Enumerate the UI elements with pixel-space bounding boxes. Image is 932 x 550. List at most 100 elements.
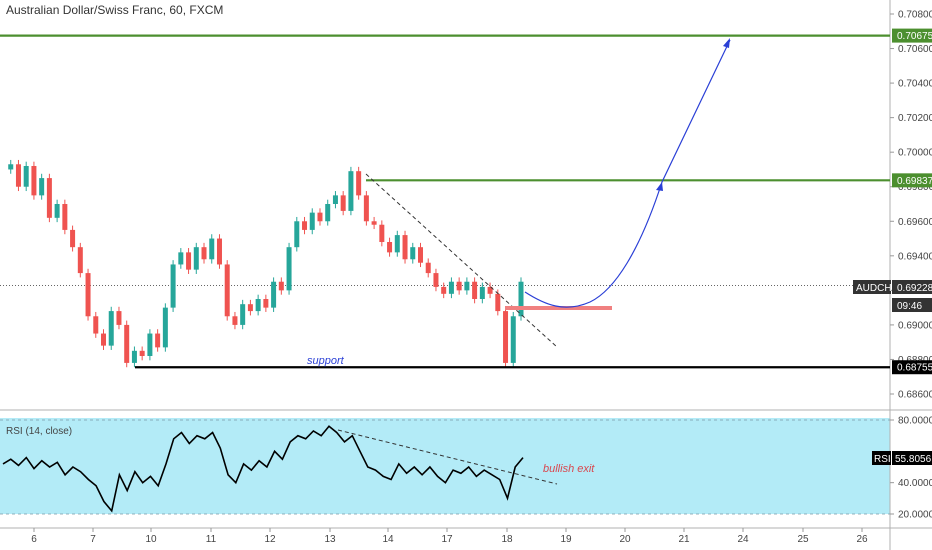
current-price-value: 0.69228: [897, 283, 932, 294]
candle-body[interactable]: [425, 262, 431, 274]
candle-body[interactable]: [309, 212, 315, 230]
candle-body[interactable]: [23, 166, 29, 187]
candle-body[interactable]: [379, 224, 385, 242]
rsi-axis[interactable]: 80.0000 40.0000 20.0000: [890, 416, 932, 521]
candle-body[interactable]: [317, 212, 323, 222]
time-tick-label: 19: [560, 534, 572, 545]
symbol-tag[interactable]: AUDCHF: [853, 280, 898, 294]
rsi-current-value: 55.8056: [895, 454, 932, 465]
candle-body[interactable]: [340, 195, 346, 211]
candle-body[interactable]: [216, 238, 222, 265]
time-axis[interactable]: 6 7 10 11 12 13 14 17 18 19 20 21 24 25 26: [31, 528, 868, 545]
level-tag: [892, 28, 932, 43]
horizontal-levels[interactable]: 0.70675 0.69837 0.68755: [0, 28, 932, 375]
candle-body[interactable]: [302, 221, 308, 230]
price-tick-label: 0.69800: [898, 182, 932, 193]
candle-body[interactable]: [479, 286, 485, 299]
candle-body[interactable]: [101, 333, 107, 346]
candle-body[interactable]: [116, 311, 122, 325]
price-tick-label: 0.70600: [898, 44, 932, 55]
candle-body[interactable]: [162, 307, 168, 348]
candle-body[interactable]: [255, 299, 261, 312]
time-tick-label: 10: [145, 534, 157, 545]
candle-body[interactable]: [209, 238, 215, 260]
candle-body[interactable]: [263, 299, 269, 308]
candle-body[interactable]: [8, 164, 14, 170]
projection-path[interactable]: [524, 39, 731, 308]
time-tick-label: 13: [324, 534, 336, 545]
candle-body[interactable]: [62, 204, 68, 230]
candle-body[interactable]: [178, 252, 184, 265]
candle-body[interactable]: [394, 235, 400, 253]
candle-body[interactable]: [464, 281, 470, 291]
candle-body[interactable]: [85, 273, 91, 317]
support-label: support: [307, 355, 345, 367]
candle-body[interactable]: [232, 316, 238, 325]
candle-body[interactable]: [193, 247, 199, 270]
candle-body[interactable]: [247, 304, 253, 312]
level-tag-label: 0.70675: [897, 31, 932, 42]
candle-body[interactable]: [170, 264, 176, 308]
candle-body[interactable]: [108, 311, 114, 346]
rsi-title: RSI (14, close): [6, 426, 72, 437]
candle-body[interactable]: [131, 350, 137, 363]
candle-body[interactable]: [325, 204, 331, 222]
candle-body[interactable]: [348, 171, 354, 211]
candle-body[interactable]: [495, 293, 501, 312]
candle-body[interactable]: [139, 350, 145, 356]
price-pane[interactable]: [0, 0, 890, 410]
descending-trendline[interactable]: [365, 173, 558, 348]
candle-body[interactable]: [278, 281, 284, 291]
candle-body[interactable]: [472, 281, 478, 299]
candle-body[interactable]: [448, 281, 454, 294]
candle-body[interactable]: [77, 247, 83, 274]
candle-body[interactable]: [332, 195, 338, 204]
candle-body[interactable]: [186, 252, 192, 270]
candle-body[interactable]: [356, 171, 362, 196]
price-axis[interactable]: 0.70800 0.70600 0.70400 0.70200 0.70000 0.698…: [890, 10, 932, 401]
candle-body[interactable]: [433, 273, 439, 287]
candle-body[interactable]: [363, 195, 369, 222]
candle-body[interactable]: [39, 178, 45, 196]
candle-body[interactable]: [518, 281, 524, 317]
current-price-tag[interactable]: 0.69228: [892, 280, 932, 294]
candle-body[interactable]: [286, 247, 292, 291]
candle-body[interactable]: [70, 229, 76, 248]
candle-body[interactable]: [271, 281, 277, 308]
candle-body[interactable]: [240, 304, 246, 325]
candle-body[interactable]: [402, 235, 408, 260]
candle-body[interactable]: [371, 221, 377, 225]
candle-body[interactable]: [124, 324, 130, 363]
candle-body[interactable]: [147, 333, 153, 356]
candle-body[interactable]: [46, 178, 52, 218]
time-tick-label: 17: [441, 534, 453, 545]
candle-body[interactable]: [441, 286, 447, 294]
candle-body[interactable]: [503, 311, 509, 363]
candle-body[interactable]: [456, 281, 462, 291]
candle-body[interactable]: [155, 333, 161, 348]
level-tag-label: 0.68755: [897, 363, 932, 374]
candle-body[interactable]: [294, 221, 300, 248]
price-tick-label: 0.70800: [898, 10, 932, 21]
price-tick-label: 0.69600: [898, 217, 932, 228]
candle-body[interactable]: [224, 264, 230, 317]
candle-body[interactable]: [15, 164, 21, 187]
candle-body[interactable]: [387, 242, 393, 253]
candle-body[interactable]: [510, 316, 516, 363]
rsi-trendline[interactable]: [337, 429, 558, 485]
candle-body[interactable]: [93, 316, 99, 334]
candle-body[interactable]: [410, 247, 416, 260]
candle-body[interactable]: [417, 247, 423, 263]
resistance-zone[interactable]: [505, 306, 612, 310]
rsi-tag[interactable]: RSI 55.8056: [872, 451, 932, 465]
candle-body[interactable]: [31, 166, 37, 196]
time-tick-label: 25: [797, 534, 809, 545]
price-tick-label: 0.70200: [898, 113, 932, 124]
price-tick-label: 0.68600: [898, 390, 932, 401]
candle-body[interactable]: [54, 204, 60, 218]
candles[interactable]: [8, 159, 524, 368]
rsi-line[interactable]: [2, 425, 524, 513]
candle-body[interactable]: [201, 247, 207, 260]
candle-body[interactable]: [487, 286, 493, 294]
